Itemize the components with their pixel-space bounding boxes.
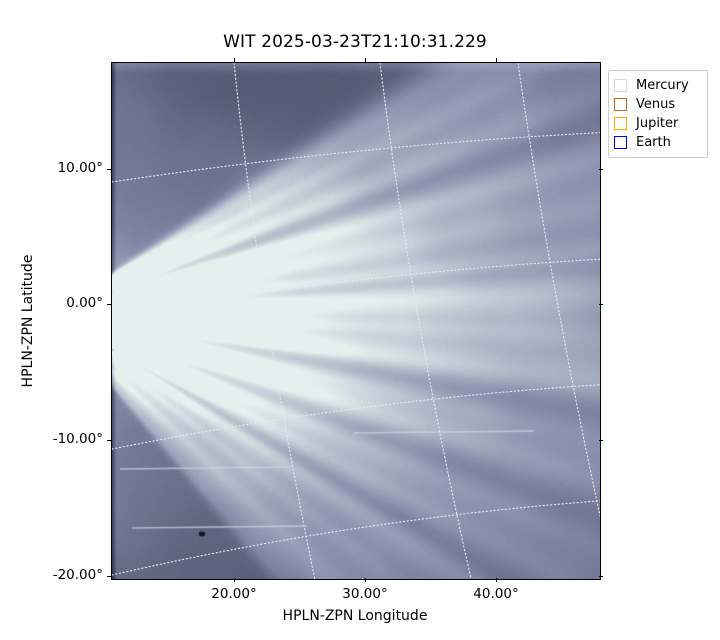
legend-item-earth[interactable]: Earth (614, 133, 703, 152)
planet-legend[interactable]: Mercury Venus Jupiter Earth (608, 70, 708, 158)
y-tick-mark-right (599, 304, 603, 306)
legend-item-mercury[interactable]: Mercury (614, 76, 703, 95)
legend-swatch-icon (614, 79, 627, 92)
y-tick-mark-right (599, 576, 603, 578)
legend-label: Mercury (636, 78, 689, 93)
legend-swatch-icon (614, 98, 627, 111)
x-tick-mark (234, 578, 236, 582)
legend-swatch-icon (614, 117, 627, 130)
y-tick-label: -20.00° (52, 567, 103, 583)
y-tick-mark (107, 169, 111, 171)
x-tick-mark (496, 578, 498, 582)
legend-label: Jupiter (636, 116, 679, 131)
legend-label: Earth (636, 135, 671, 150)
x-tick-label: 40.00° (473, 586, 519, 602)
x-tick-mark-top (496, 58, 498, 62)
legend-label: Venus (636, 97, 676, 112)
plot-axes-area[interactable] (111, 62, 601, 580)
legend-item-jupiter[interactable]: Jupiter (614, 114, 703, 133)
legend-item-venus[interactable]: Venus (614, 95, 703, 114)
y-tick-mark-right (599, 440, 603, 442)
x-tick-mark-top (234, 58, 236, 62)
y-tick-mark (107, 440, 111, 442)
y-tick-label: -10.00° (52, 431, 103, 447)
x-tick-mark (365, 578, 367, 582)
x-tick-label: 20.00° (211, 586, 257, 602)
y-tick-mark-right (599, 169, 603, 171)
legend-swatch-icon (614, 136, 627, 149)
plot-title: WIT 2025-03-23T21:10:31.229 (223, 32, 487, 52)
y-tick-label: 0.00° (66, 295, 103, 311)
axis-ticks-layer (107, 58, 603, 582)
y-tick-mark (107, 304, 111, 306)
x-tick-label: 30.00° (342, 586, 388, 602)
x-tick-mark-top (365, 58, 367, 62)
x-axis-title: HPLN-ZPN Longitude (282, 608, 428, 624)
y-axis-title: HPLN-ZPN Latitude (20, 254, 36, 388)
y-tick-label: 10.00° (57, 160, 103, 176)
y-tick-mark (107, 576, 111, 578)
